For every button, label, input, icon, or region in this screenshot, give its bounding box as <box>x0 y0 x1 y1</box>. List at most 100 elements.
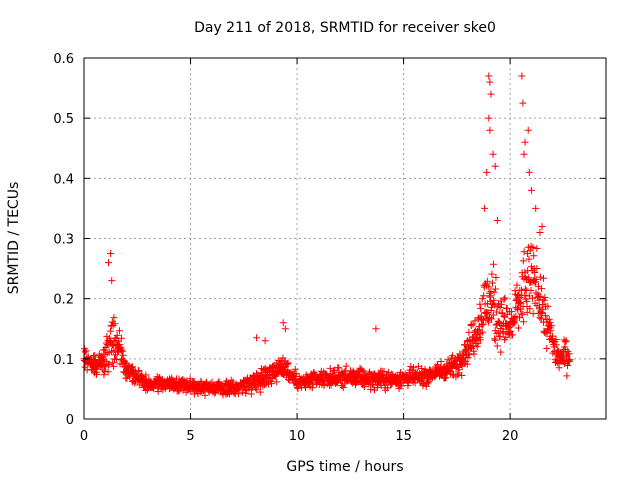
data-point <box>105 360 113 368</box>
data-point <box>108 342 116 350</box>
data-point <box>512 312 520 320</box>
data-point <box>478 328 486 336</box>
data-point <box>523 308 531 316</box>
data-point <box>532 204 540 212</box>
data-point <box>117 334 125 342</box>
data-point <box>520 150 528 158</box>
data-point <box>527 186 535 194</box>
data-point <box>278 357 286 365</box>
data-point <box>525 274 533 282</box>
data-point <box>498 309 506 317</box>
data-point <box>531 269 539 277</box>
data-point <box>292 370 300 378</box>
data-point <box>489 279 497 287</box>
data-point <box>454 371 462 379</box>
data-point <box>525 255 533 263</box>
data-point <box>281 325 289 333</box>
data-point <box>100 371 108 379</box>
data-point <box>120 368 128 376</box>
data-point <box>110 314 118 322</box>
data-point <box>562 337 570 345</box>
y-tick-label: 0.2 <box>53 293 74 308</box>
data-point <box>519 257 527 265</box>
data-point <box>526 305 534 313</box>
data-point <box>465 351 473 359</box>
data-point <box>533 264 541 272</box>
data-point <box>543 326 551 334</box>
data-point <box>488 315 496 323</box>
data-point <box>493 308 501 316</box>
data-point <box>536 292 544 300</box>
data-point <box>291 375 299 383</box>
data-point <box>529 243 537 251</box>
data-point <box>521 138 529 146</box>
x-tick-label: 15 <box>395 429 412 444</box>
data-point <box>520 318 528 326</box>
y-tick-label: 0 <box>66 413 74 428</box>
data-point <box>541 293 549 301</box>
data-point <box>547 322 555 330</box>
data-points <box>80 72 574 399</box>
data-point <box>516 314 524 322</box>
data-point <box>517 310 525 318</box>
x-tick-label: 5 <box>186 429 194 444</box>
data-point <box>540 274 548 282</box>
y-tick-label: 0.1 <box>53 353 74 368</box>
data-point <box>527 286 535 294</box>
data-point <box>113 348 121 356</box>
data-point <box>489 150 497 158</box>
data-point <box>117 346 125 354</box>
x-axis-label: GPS time / hours <box>286 459 403 475</box>
grid-lines <box>84 58 606 419</box>
y-tick-label: 0.4 <box>53 172 74 187</box>
data-point <box>518 72 526 80</box>
data-point <box>116 341 124 349</box>
data-point <box>111 320 119 328</box>
data-point <box>485 72 493 80</box>
data-point <box>538 222 546 230</box>
data-point <box>91 351 99 359</box>
data-point <box>508 331 516 339</box>
data-point <box>527 242 535 250</box>
data-point <box>555 364 563 372</box>
data-point <box>284 360 292 368</box>
data-point <box>493 342 501 350</box>
data-point <box>497 348 505 356</box>
data-point <box>491 285 499 293</box>
axis-ticks <box>83 57 606 420</box>
data-point <box>253 386 261 394</box>
data-point <box>115 327 123 335</box>
y-axis-label: SRMTID / TECUs <box>6 182 22 295</box>
data-point <box>467 322 475 330</box>
data-point <box>520 248 528 256</box>
data-point <box>135 367 143 375</box>
data-point <box>533 244 541 252</box>
data-point <box>108 359 116 367</box>
data-point <box>498 321 506 329</box>
data-point <box>511 317 519 325</box>
data-point <box>490 288 498 296</box>
data-point <box>422 382 430 390</box>
data-point <box>118 347 126 355</box>
data-point <box>107 250 115 258</box>
data-point <box>455 366 463 374</box>
data-point <box>501 294 509 302</box>
data-point <box>475 326 483 334</box>
data-point <box>142 371 150 379</box>
data-point <box>291 365 299 373</box>
tick-labels: 0 5 10 15 20 0 0.1 0.2 0.3 0.4 0.5 0.6 <box>53 52 518 444</box>
data-point <box>489 311 497 319</box>
data-point <box>113 331 121 339</box>
data-point <box>418 364 426 372</box>
data-point <box>563 362 571 370</box>
chart-title: Day 211 of 2018, SRMTID for receiver ske… <box>194 20 496 36</box>
data-point <box>497 300 505 308</box>
data-point <box>253 334 261 342</box>
data-point <box>516 298 524 306</box>
data-point <box>521 285 529 293</box>
data-point <box>330 367 338 375</box>
data-point <box>99 355 107 363</box>
data-point <box>448 352 456 360</box>
data-point <box>339 383 347 391</box>
